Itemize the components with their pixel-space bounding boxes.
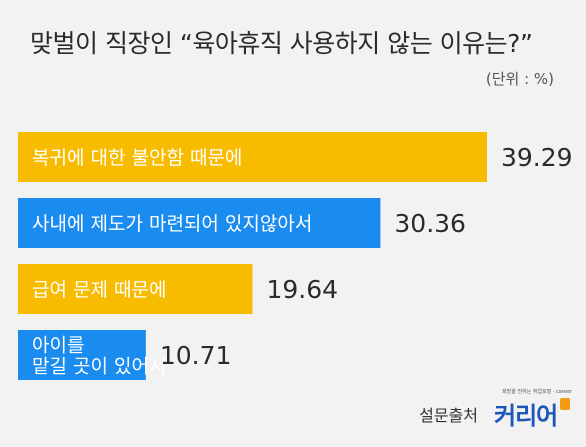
bar-value-2: 19.64: [266, 275, 338, 304]
bar-1: [18, 198, 381, 248]
logo-tagline: 희망을 전하는 취업포털 · career: [502, 389, 572, 395]
bar-label-2: 급여 문제 때문에: [32, 279, 166, 301]
chart-title: 맞벌이 직장인 “육아휴직 사용하지 않는 이유는?”: [30, 29, 533, 58]
logo-badge-icon: [560, 398, 570, 410]
logo-name: 커리어: [494, 402, 558, 430]
career-logo: 희망을 전하는 취업포털 · career 커리어: [492, 388, 572, 430]
bar-value-1: 30.36: [394, 209, 466, 238]
bar-label-3-line-0: 아이를: [32, 335, 84, 357]
bar-label-1: 사내에 제도가 마련되어 있지않아서: [32, 213, 312, 235]
bar-2: [18, 264, 253, 314]
source-label: 설문출처: [419, 406, 478, 425]
bar-label-0: 복귀에 대한 불안함 때문에: [32, 147, 242, 169]
unit-label: (단위 : %): [485, 70, 554, 88]
bar-0: [18, 132, 487, 182]
bar-3: [18, 330, 146, 380]
bar-value-3: 10.71: [160, 341, 232, 370]
bar-label-3-line-1: 맡길 곳이 있어서: [32, 356, 166, 378]
bar-value-0: 39.29: [501, 143, 573, 172]
